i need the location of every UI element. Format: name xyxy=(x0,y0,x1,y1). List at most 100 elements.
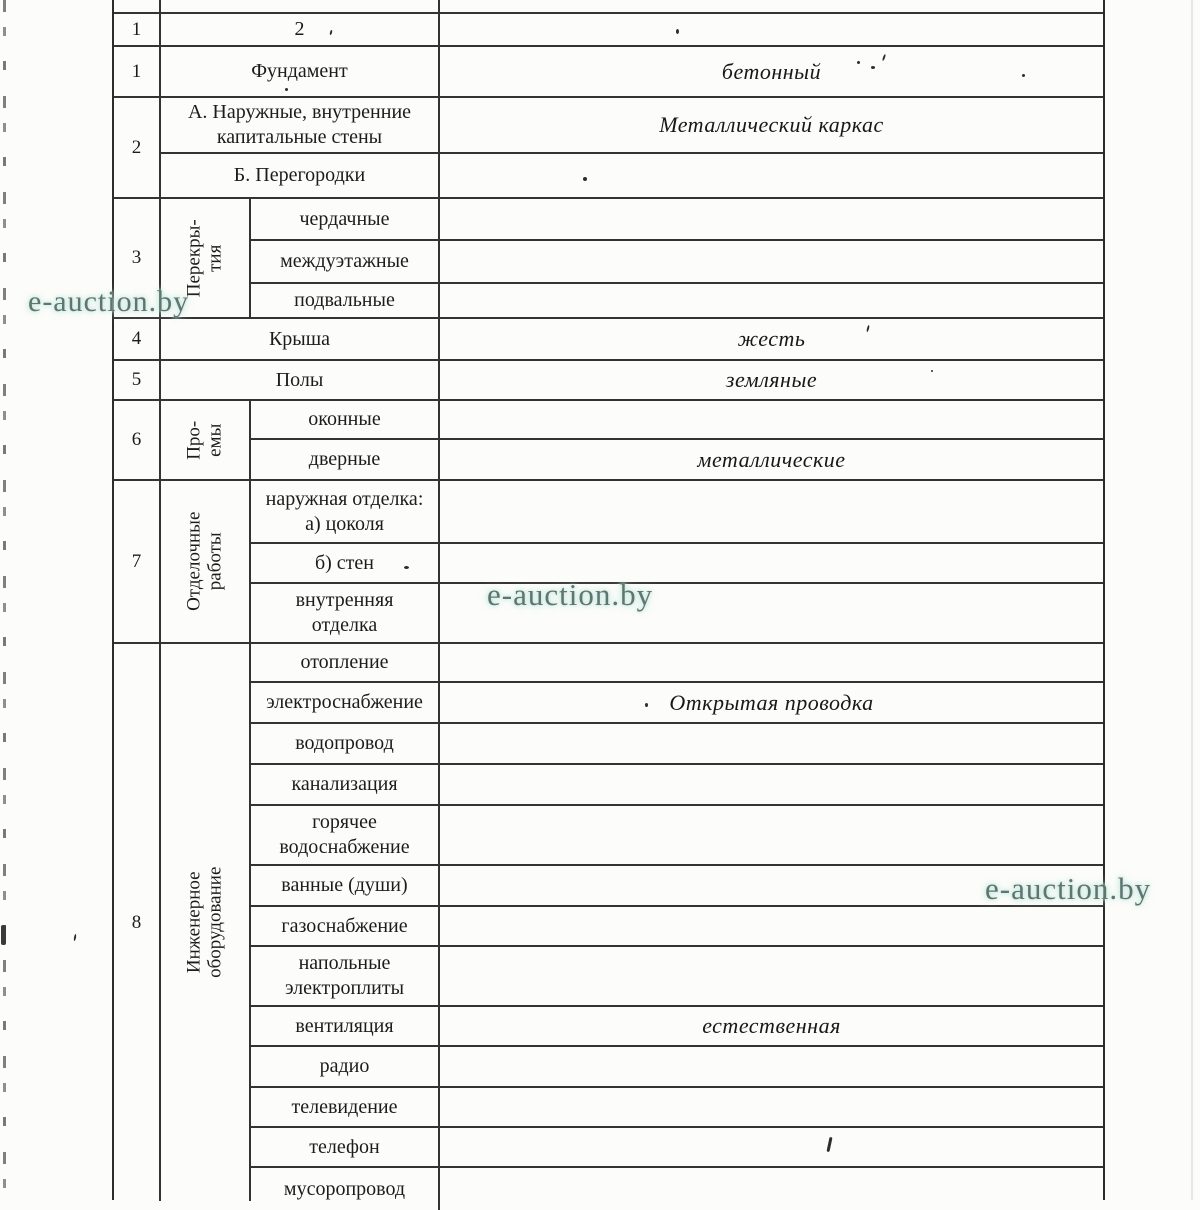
table-row-foundation: 1 Фундамент бетонный xyxy=(114,47,1103,98)
element-value: естественная xyxy=(702,1013,841,1039)
element-name: оконные xyxy=(251,401,440,438)
sub-row-interior-finish: внутренняя отделка xyxy=(251,584,1103,642)
element-name: Б. Перегородки xyxy=(161,154,440,197)
row-number: 5 xyxy=(114,361,161,399)
ink-speck xyxy=(871,66,875,69)
sub-row-exterior-walls: б) стен xyxy=(251,544,1103,584)
table-row-sliver xyxy=(114,0,1103,14)
element-name: телевидение xyxy=(251,1088,440,1126)
column-number-1: 1 xyxy=(114,14,161,45)
row-number: 7 xyxy=(114,481,161,642)
sub-row-hot-water: горячее водоснабжение xyxy=(251,806,1103,866)
ink-speck xyxy=(285,88,288,91)
sub-row-radio: радио xyxy=(251,1047,1103,1088)
ink-speck xyxy=(676,29,679,34)
sub-row-basement: подвальные xyxy=(251,284,1103,317)
element-name: А. Наружные, внутренние капитальные стен… xyxy=(161,98,440,152)
element-name: электроснабжение xyxy=(251,683,440,722)
element-name: водопровод xyxy=(251,724,440,763)
column-number-2: 2 xyxy=(161,14,440,45)
sub-row-doors: дверные металлические xyxy=(251,440,1103,479)
group-label-vertical: Инженерное оборудование xyxy=(183,866,226,979)
ink-speck xyxy=(931,370,933,372)
table-row-floors-slabs: 3 Перекры- тия чердачные междуэтажные по… xyxy=(114,199,1103,319)
building-elements-table: 1 2 1 Фундамент бетонный 2 А. Наружные, … xyxy=(112,0,1105,1210)
group-label-vertical: Про- емы xyxy=(183,420,226,460)
watermark-e-auction-right: e-auction.by xyxy=(985,871,1152,906)
element-name: радио xyxy=(251,1047,440,1086)
element-value: Металлический каркас xyxy=(659,112,884,138)
sub-row-windows: оконные xyxy=(251,401,1103,440)
sub-row-telephone: телефон xyxy=(251,1128,1103,1168)
group-label-vertical: Отделочные работы xyxy=(183,511,227,612)
table-row-engineering: 8 Инженерное оборудование отопление элек… xyxy=(114,644,1103,1210)
element-name: вентиляция xyxy=(251,1007,440,1045)
element-name: газоснабжение xyxy=(251,907,440,945)
sub-row-exterior-socle: наружная отделка: а) цоколя xyxy=(251,481,1103,544)
row-number: 4 xyxy=(114,319,161,359)
element-name: наружная отделка: а) цоколя xyxy=(251,481,440,542)
sub-row-sewerage: канализация xyxy=(251,765,1103,806)
group-label-vertical: Перекры- тия xyxy=(183,219,226,297)
element-name: внутренняя отделка xyxy=(251,584,440,642)
sub-row-electricity: электроснабжение Открытая проводка xyxy=(251,683,1103,724)
table-row-walls: 2 А. Наружные, внутренние капитальные ст… xyxy=(114,98,1103,199)
ink-speck xyxy=(645,703,648,707)
sub-row-heating: отопление xyxy=(251,644,1103,683)
sub-row-garbage-chute: мусоропровод xyxy=(251,1168,1103,1210)
element-name: Крыша xyxy=(161,319,440,359)
element-value: металлические xyxy=(697,446,846,472)
ink-speck xyxy=(583,177,587,181)
ink-speck xyxy=(404,566,409,569)
element-name: ванные (души) xyxy=(251,866,440,905)
sliver-number-cell xyxy=(114,0,161,12)
ink-speck xyxy=(1,925,6,945)
element-name: подвальные xyxy=(251,284,440,317)
sub-row-interfloor: междуэтажные xyxy=(251,241,1103,284)
table-row-openings: 6 Про- емы оконные дверные металлические xyxy=(114,401,1103,481)
row-number: 2 xyxy=(114,98,161,197)
table-row-floors: 5 Полы земляные xyxy=(114,361,1103,401)
element-name: мусоропровод xyxy=(251,1168,440,1210)
sub-row-capital-walls: А. Наружные, внутренние капитальные стен… xyxy=(161,98,1103,154)
element-value: земляные xyxy=(725,367,818,393)
sub-row-gas-supply: газоснабжение xyxy=(251,907,1103,947)
ink-speck xyxy=(73,933,77,942)
watermark-e-auction-left: e-auction.by xyxy=(28,285,190,318)
element-name: дверные xyxy=(251,440,440,479)
sub-row-television: телевидение xyxy=(251,1088,1103,1128)
sub-row-attic: чердачные xyxy=(251,199,1103,241)
sub-row-baths: ванные (души) xyxy=(251,866,1103,907)
element-name: б) стен xyxy=(251,544,440,582)
watermark-e-auction-center: e-auction.by xyxy=(487,577,654,612)
sliver-value-cell xyxy=(440,0,1103,12)
sub-row-partitions: Б. Перегородки xyxy=(161,154,1103,197)
sub-row-electric-stoves: напольные электроплиты xyxy=(251,947,1103,1007)
table-row-roof: 4 Крыша жесть xyxy=(114,319,1103,361)
element-value: жесть xyxy=(737,326,806,352)
element-name: чердачные xyxy=(251,199,440,239)
element-name: горячее водоснабжение xyxy=(251,806,440,864)
element-name: канализация xyxy=(251,765,440,804)
row-number: 6 xyxy=(114,401,161,479)
sub-row-water-supply: водопровод xyxy=(251,724,1103,765)
element-name: напольные электроплиты xyxy=(251,947,440,1005)
element-name: Полы xyxy=(161,361,440,399)
column-number-3 xyxy=(440,14,1103,45)
row-number: 3 xyxy=(114,199,161,317)
element-name: Фундамент xyxy=(161,47,440,96)
column-numbering-row: 1 2 xyxy=(114,14,1103,47)
element-name: телефон xyxy=(251,1128,440,1166)
sliver-name-cell xyxy=(161,0,440,12)
scan-edge-artifact xyxy=(3,0,6,1200)
element-value: Открытая проводка xyxy=(669,689,874,715)
ink-speck xyxy=(1022,74,1025,77)
table-row-finishing: 7 Отделочные работы наружная отделка: а)… xyxy=(114,481,1103,644)
page-edge-shadow xyxy=(1191,0,1193,1200)
sub-row-ventilation: вентиляция естественная xyxy=(251,1007,1103,1047)
element-value: бетонный xyxy=(721,58,822,84)
ink-speck xyxy=(857,61,860,64)
element-name: междуэтажные xyxy=(251,241,440,282)
row-number: 1 xyxy=(114,47,161,96)
